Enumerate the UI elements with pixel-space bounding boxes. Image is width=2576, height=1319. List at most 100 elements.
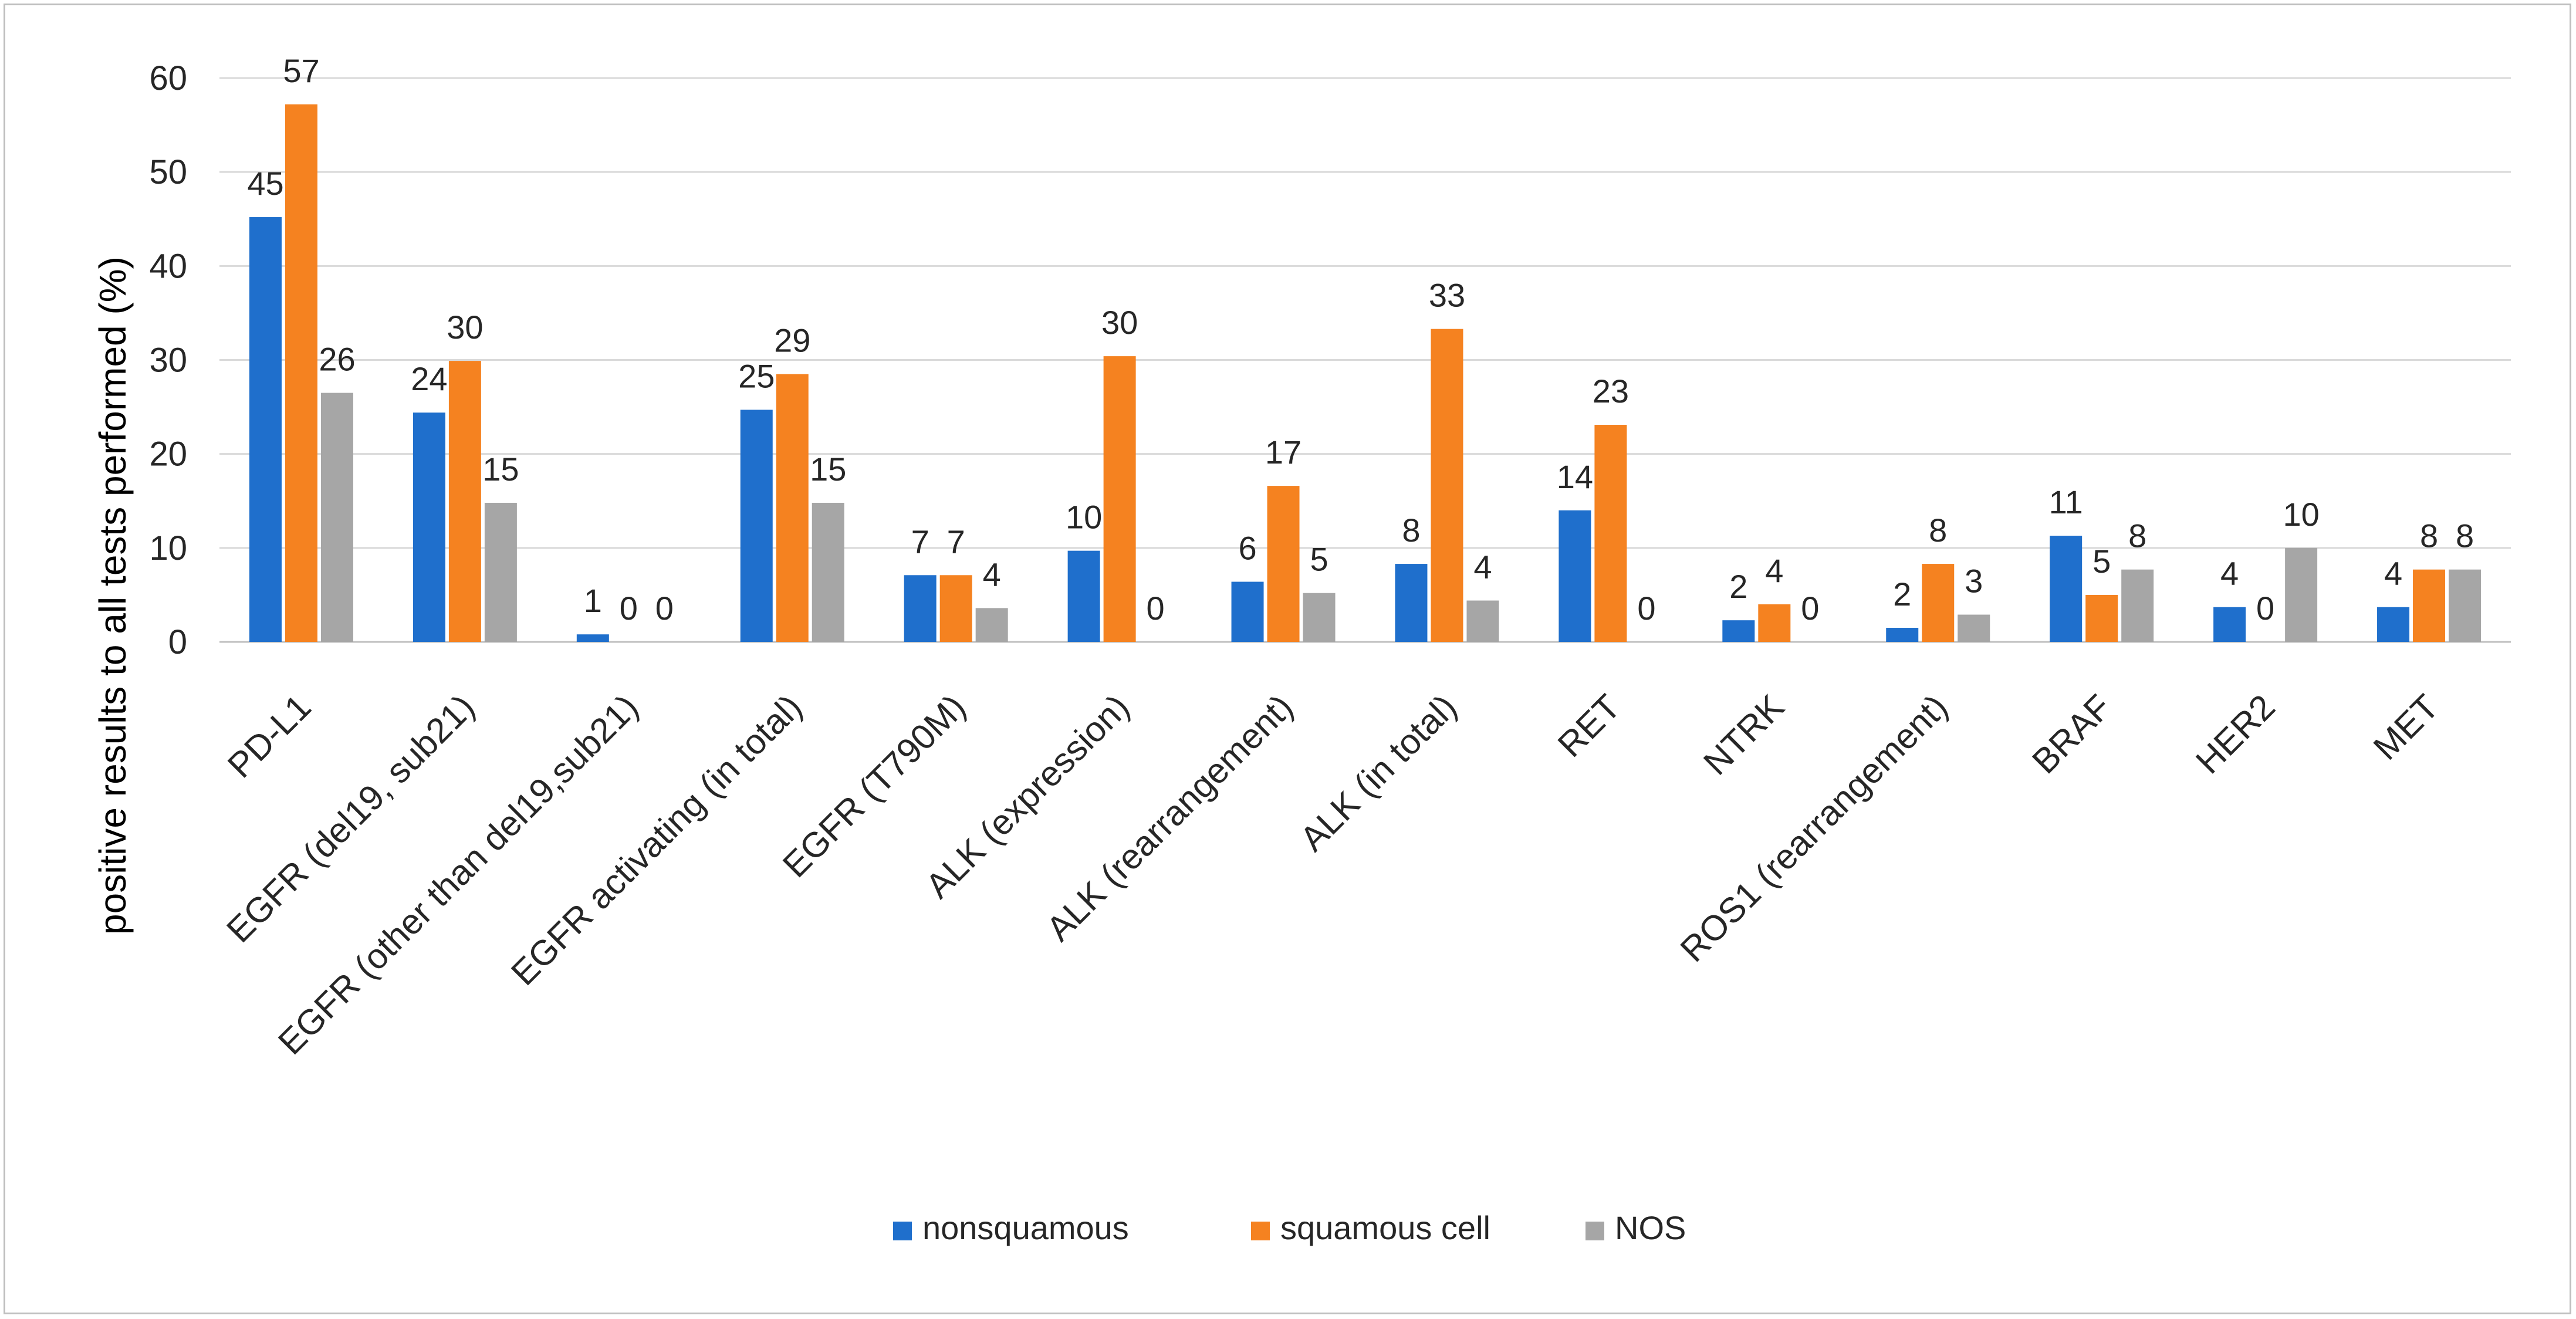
category-label-13: MET	[2366, 687, 2446, 767]
data-label-squamous-cell-4: 7	[947, 523, 965, 560]
data-label-nonsquamous-10: 2	[1893, 576, 1911, 613]
bars	[249, 104, 2482, 642]
legend-swatch-squamous-cell	[1251, 1222, 1270, 1240]
data-label-NOS-11: 8	[2128, 518, 2146, 554]
data-label-nonsquamous-7: 8	[1402, 512, 1420, 549]
y-tick-label-30: 30	[149, 341, 187, 380]
data-label-NOS-2: 0	[655, 590, 674, 627]
bar-nonsquamous-11	[2050, 536, 2083, 642]
bar-squamous-cell-11	[2085, 594, 2118, 642]
bar-squamous-cell-13	[2413, 569, 2446, 642]
bar-nonsquamous-6	[1231, 581, 1264, 642]
data-label-NOS-12: 10	[2283, 496, 2319, 533]
data-label-NOS-5: 0	[1147, 590, 1165, 627]
data-label-squamous-cell-2: 0	[620, 590, 638, 627]
data-label-nonsquamous-5: 10	[1066, 499, 1102, 536]
bar-NOS-12	[2285, 547, 2318, 642]
bar-nonsquamous-1	[413, 412, 445, 642]
bar-nonsquamous-12	[2213, 607, 2246, 642]
category-label-11: BRAF	[2024, 687, 2119, 782]
data-label-squamous-cell-3: 29	[774, 322, 810, 359]
category-label-10: ROS1 (rearrangement)	[1673, 687, 1955, 969]
bar-nonsquamous-7	[1395, 564, 1428, 642]
data-label-squamous-cell-12: 0	[2256, 590, 2274, 627]
data-label-NOS-9: 0	[1801, 590, 1819, 627]
bar-NOS-6	[1303, 593, 1336, 642]
bar-NOS-0	[320, 393, 353, 642]
category-label-0: PD-L1	[220, 687, 319, 786]
data-label-nonsquamous-2: 1	[584, 582, 602, 619]
data-label-squamous-cell-9: 4	[1765, 552, 1783, 589]
data-label-squamous-cell-1: 30	[447, 309, 483, 346]
bar-nonsquamous-2	[576, 634, 609, 642]
y-tick-label-0: 0	[168, 623, 187, 661]
data-label-squamous-cell-10: 8	[1929, 512, 1947, 549]
data-label-NOS-13: 8	[2456, 518, 2474, 554]
data-label-squamous-cell-8: 23	[1593, 373, 1629, 410]
data-label-NOS-1: 15	[482, 451, 519, 488]
data-label-nonsquamous-12: 4	[2220, 555, 2239, 592]
data-label-nonsquamous-13: 4	[2384, 555, 2402, 592]
y-tick-label-20: 20	[149, 435, 187, 474]
data-label-nonsquamous-0: 45	[247, 165, 283, 202]
bar-nonsquamous-4	[904, 575, 937, 642]
category-label-2: EGFR (other than del19,sub21)	[271, 687, 645, 1062]
chart-frame: 0 10 20 30 40 50 60 45 57 26 24 30 15 1 0 0 25 29 15 7 7 4 10…	[4, 4, 2571, 1314]
legend-swatch-nonsquamous	[893, 1222, 912, 1240]
bar-nonsquamous-13	[2377, 607, 2410, 642]
bar-NOS-7	[1466, 600, 1499, 642]
legend-swatch-NOS	[1586, 1222, 1604, 1240]
data-label-squamous-cell-7: 33	[1429, 277, 1465, 314]
y-tick-label-50: 50	[149, 153, 187, 191]
legend-label-squamous-cell: squamous cell	[1280, 1209, 1490, 1246]
bar-nonsquamous-9	[1722, 620, 1755, 642]
y-tick-label-40: 40	[149, 247, 187, 285]
bar-squamous-cell-8	[1594, 425, 1627, 642]
bar-nonsquamous-10	[1886, 627, 1919, 642]
data-label-NOS-8: 0	[1637, 590, 1655, 627]
data-label-squamous-cell-6: 17	[1265, 434, 1301, 471]
legend-label-nonsquamous: nonsquamous	[922, 1209, 1129, 1246]
bar-NOS-1	[484, 502, 517, 642]
bar-NOS-3	[812, 502, 844, 642]
gridlines	[219, 77, 2511, 643]
bar-squamous-cell-7	[1431, 329, 1463, 642]
bar-nonsquamous-5	[1067, 550, 1100, 642]
category-label-3: EGFR activating (in total)	[503, 687, 809, 993]
bar-squamous-cell-5	[1103, 356, 1136, 642]
y-axis-ticks: 0 10 20 30 40 50 60	[149, 59, 187, 661]
category-label-8: RET	[1550, 687, 1628, 765]
y-axis-label: positive results to all tests performed …	[92, 256, 134, 935]
data-label-squamous-cell-0: 57	[283, 52, 319, 89]
bar-nonsquamous-8	[1559, 510, 1591, 642]
data-label-NOS-10: 3	[1965, 563, 1983, 600]
data-label-squamous-cell-5: 30	[1101, 304, 1138, 341]
bar-squamous-cell-1	[448, 361, 481, 642]
category-label-7: ALK (in total)	[1293, 687, 1465, 859]
data-label-NOS-0: 26	[319, 341, 355, 378]
bar-squamous-cell-9	[1758, 604, 1791, 642]
data-label-nonsquamous-11: 11	[2049, 483, 2083, 520]
data-label-NOS-7: 4	[1473, 549, 1492, 586]
data-label-NOS-3: 15	[810, 451, 846, 488]
bar-NOS-13	[2449, 569, 2482, 642]
legend: nonsquamous squamous cell NOS	[893, 1209, 1686, 1246]
data-label-NOS-6: 5	[1310, 541, 1328, 578]
data-label-nonsquamous-6: 6	[1238, 529, 1256, 566]
bar-NOS-4	[975, 608, 1008, 642]
bar-squamous-cell-3	[776, 374, 809, 642]
bar-squamous-cell-10	[1922, 564, 1955, 642]
data-label-NOS-4: 4	[983, 556, 1001, 593]
bar-nonsquamous-3	[740, 410, 773, 642]
y-tick-label-10: 10	[149, 529, 187, 567]
data-label-nonsquamous-8: 14	[1557, 458, 1593, 495]
bar-squamous-cell-4	[939, 575, 972, 642]
data-label-nonsquamous-4: 7	[911, 523, 929, 560]
bar-squamous-cell-0	[285, 104, 317, 642]
data-label-nonsquamous-3: 25	[738, 357, 775, 394]
legend-label-NOS: NOS	[1615, 1209, 1686, 1246]
data-label-squamous-cell-11: 5	[2092, 543, 2111, 580]
